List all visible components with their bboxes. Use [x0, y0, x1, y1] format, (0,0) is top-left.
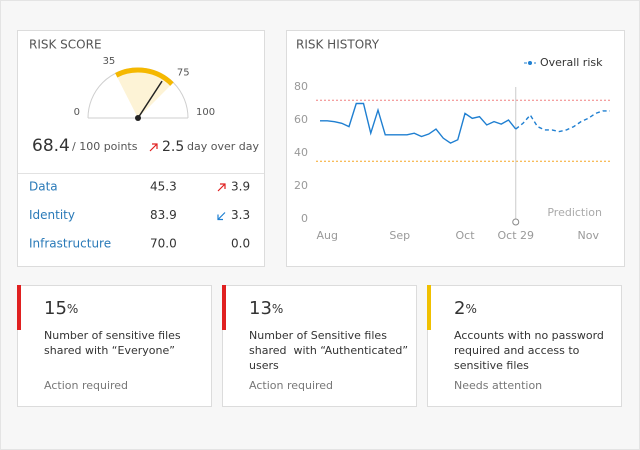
x-tick-label: Oct [455, 229, 475, 242]
score-change: 2.5 [162, 139, 184, 155]
series-line [320, 102, 517, 144]
x-tick-label: Oct 29 [497, 229, 534, 242]
score-change-label: day over day [187, 140, 259, 153]
y-tick-label: 40 [294, 146, 308, 159]
score-unit: / 100 points [72, 140, 138, 153]
card-description: Number of sensitive files [44, 329, 181, 342]
gauge-needle [137, 80, 163, 119]
card-value-number: 2 [454, 298, 465, 319]
panel-title: RISK SCORE [29, 38, 102, 52]
score-value: 68.4 [32, 136, 70, 156]
gauge-tick-label: 35 [103, 56, 116, 67]
card-description: shared with “Authenticated” [249, 344, 408, 357]
card-description: sensitive files [454, 359, 529, 372]
card [222, 285, 417, 407]
x-tick-label: Sep [389, 229, 410, 242]
card-value-unit: % [67, 302, 78, 316]
card-value-unit: % [272, 302, 283, 316]
card-status: Action required [44, 379, 128, 392]
card-description: shared with “Everyone” [44, 344, 175, 357]
gauge-tick-label: 75 [177, 68, 190, 79]
card-value: 2% [454, 298, 477, 319]
card-value-unit: % [465, 302, 476, 316]
row-change: 3.3 [231, 208, 250, 222]
gauge-tick-label: 100 [196, 107, 215, 118]
card [427, 285, 622, 407]
legend-dot [528, 61, 532, 65]
y-tick-label: 80 [294, 80, 308, 93]
gauge-band [115, 67, 174, 86]
card [17, 285, 212, 407]
card-value: 15% [44, 298, 78, 319]
card-description: Number of Sensitive files [249, 329, 387, 342]
row-label: Data [29, 180, 58, 194]
row-label: Identity [29, 208, 75, 222]
trend-arrow [217, 183, 226, 192]
prediction-label: Prediction [547, 206, 602, 219]
card-status: Action required [249, 379, 333, 392]
row-label: Infrastructure [29, 237, 111, 251]
x-tick-label: Aug [317, 229, 338, 242]
card-accent [427, 285, 431, 330]
row-value: 45.3 [150, 180, 177, 194]
row-change: 0.0 [231, 237, 250, 251]
row-change: 3.9 [231, 180, 250, 194]
x-tick-label: Nov [578, 229, 600, 242]
prediction-marker [512, 218, 520, 226]
y-tick-label: 20 [294, 179, 308, 192]
card-description: Accounts with no password [454, 329, 604, 342]
trend-arrow [217, 212, 226, 221]
card-description: users [249, 359, 279, 372]
row-value: 83.9 [150, 208, 177, 222]
panel-title: RISK HISTORY [296, 38, 380, 52]
gauge-tick-label: 0 [74, 107, 80, 118]
y-tick-label: 60 [294, 113, 308, 126]
card-value-number: 13 [249, 298, 272, 319]
card-value-number: 15 [44, 298, 67, 319]
gauge-band-fill [115, 68, 174, 118]
risk-history-panel [286, 30, 625, 267]
row-value: 70.0 [150, 237, 177, 251]
card-description: required and access to [454, 344, 580, 357]
card-accent [17, 285, 21, 330]
y-tick-label: 0 [301, 212, 308, 225]
card-status: Needs attention [454, 379, 542, 392]
gauge-pivot [135, 115, 141, 121]
card-value: 13% [249, 298, 283, 319]
trend-arrow [149, 143, 158, 152]
legend-label: Overall risk [540, 56, 603, 69]
card-accent [222, 285, 226, 330]
series-line [515, 110, 610, 133]
